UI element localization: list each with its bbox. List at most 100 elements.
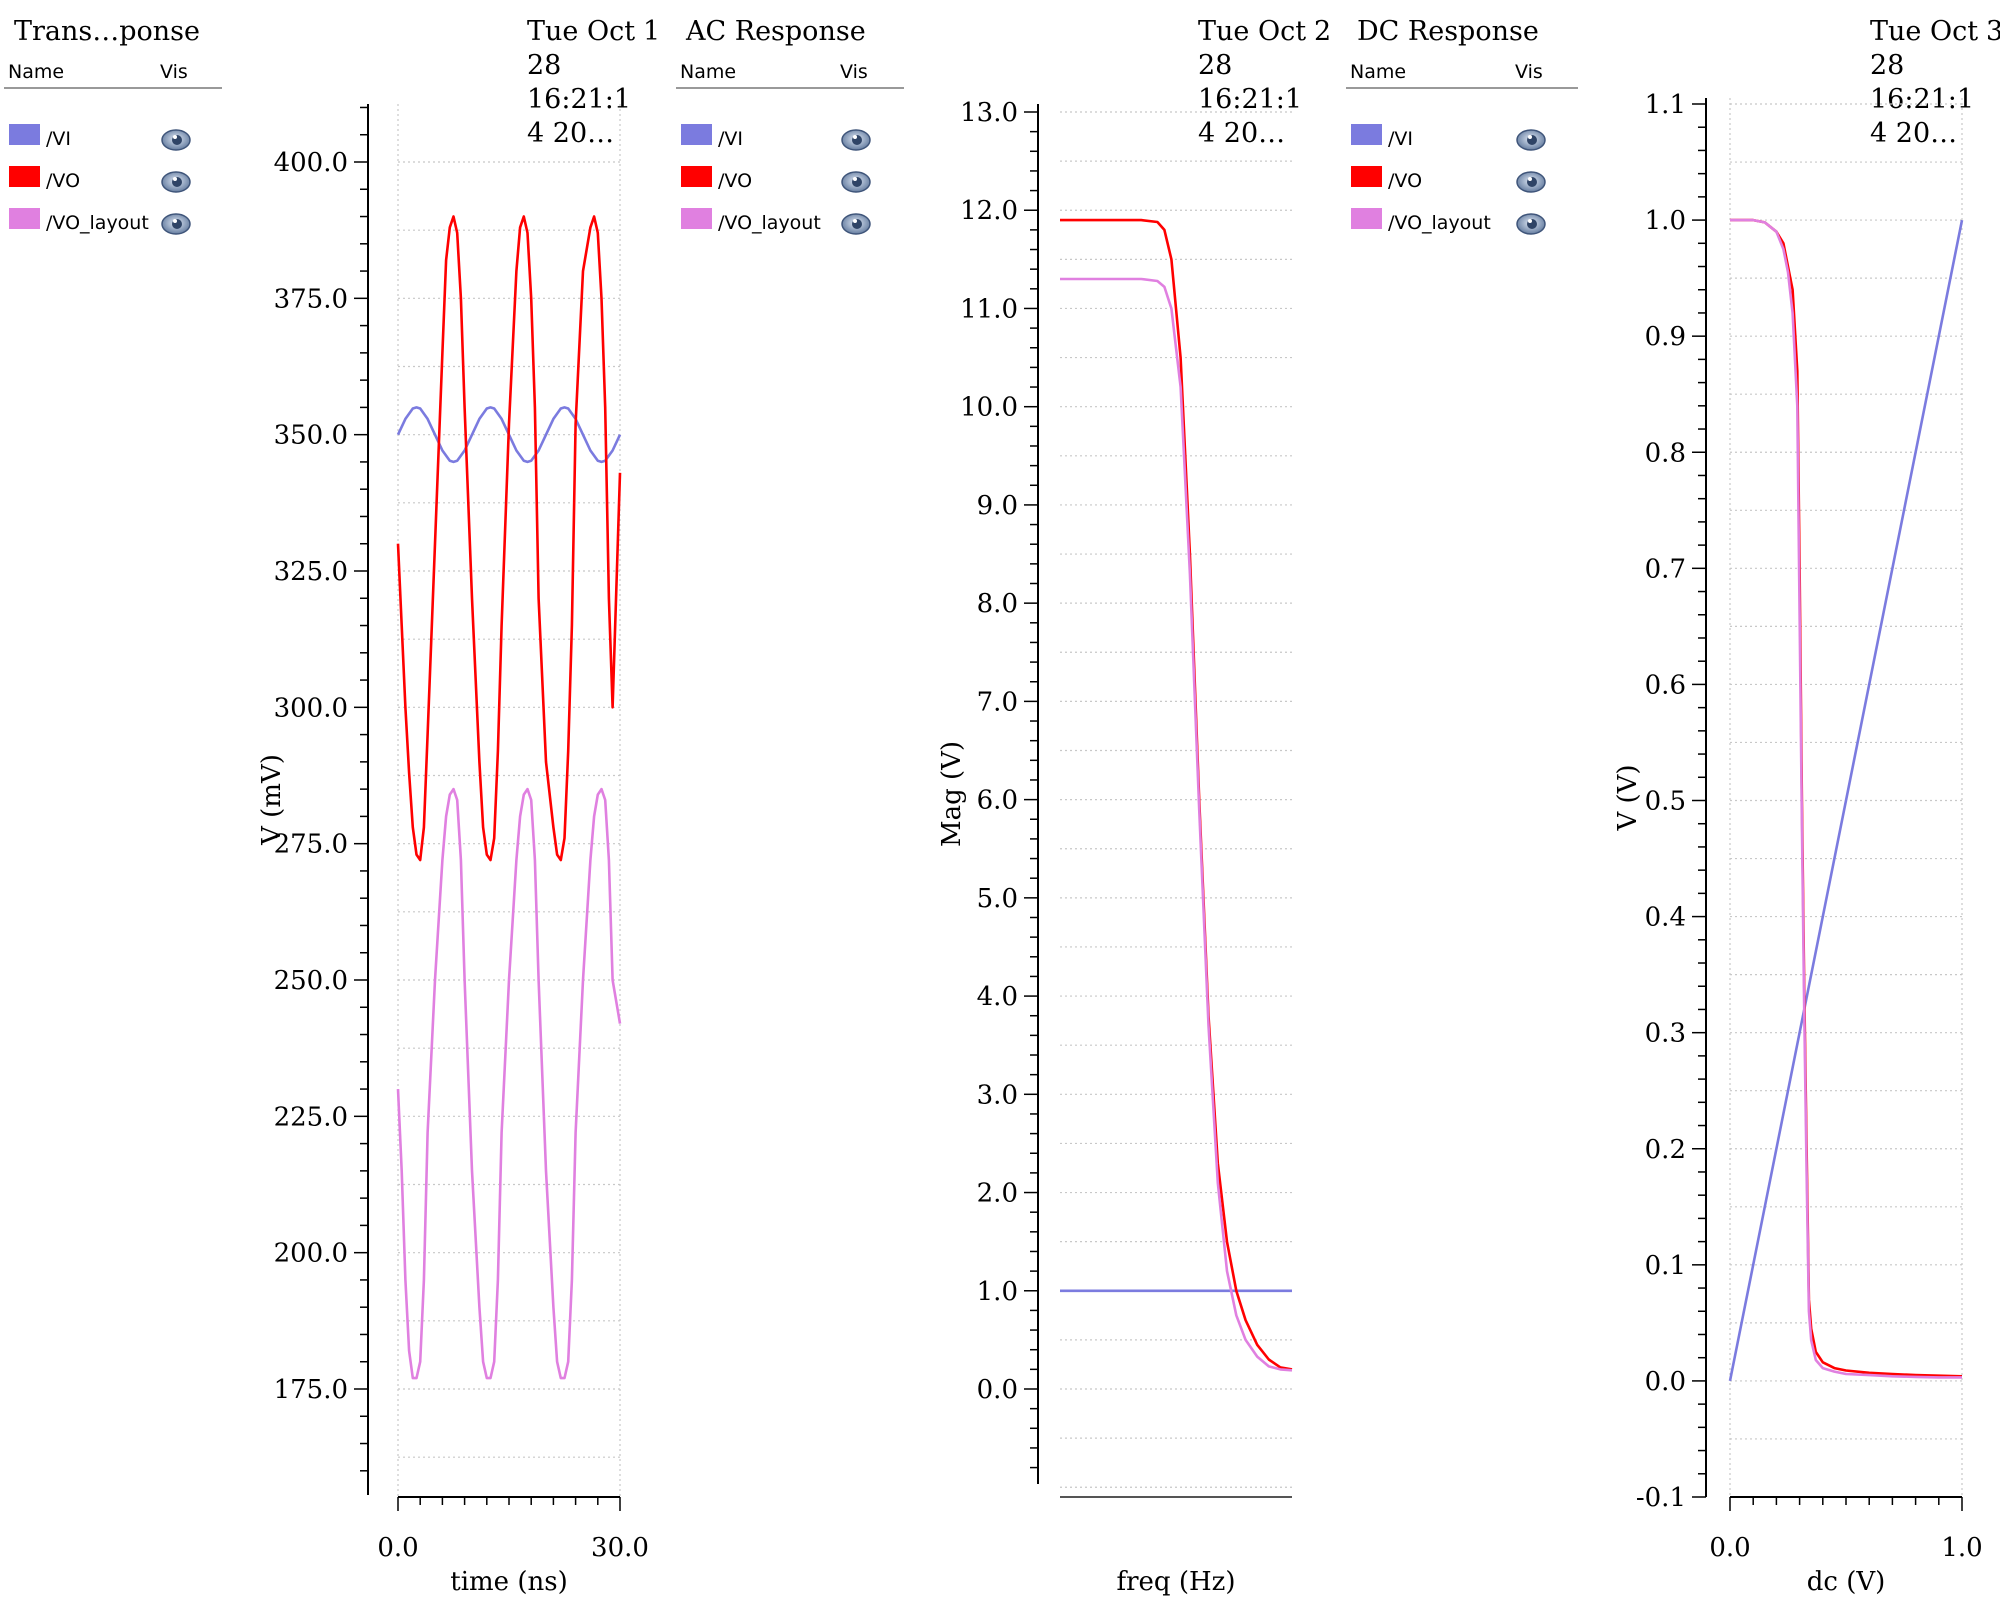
y-tick-label: 250.0 [274, 966, 348, 996]
legend: Name Vis/VI/VO/VO_layout [676, 61, 904, 235]
legend-label: /VO_layout [1388, 212, 1491, 234]
legend-swatch [9, 124, 40, 145]
legend-item[interactable]: /VO_layout [681, 208, 871, 235]
x-axis: 0.0 30.0 time (ns) [377, 1496, 649, 1597]
x-axis: 0.0 1.0 dc (V) [1709, 1496, 1983, 1597]
timestamp-line: 28 [1198, 50, 1232, 81]
x-tick-label: 1.0 [1941, 1533, 1982, 1563]
series-line-vi [1728, 219, 1964, 1382]
series-group [1728, 218, 1964, 1382]
x-axis-label: dc (V) [1807, 1567, 1886, 1597]
eye-icon[interactable] [1516, 213, 1546, 235]
x-axis: freq (Hz) [1060, 1496, 1292, 1597]
y-tick-label: 8.0 [977, 589, 1018, 619]
legend-vis-header: Vis [840, 61, 868, 83]
y-axis: 175.0 200.0 225.0 250.0 275.0 300.0 325.0 350.0… [257, 104, 369, 1495]
y-tick-label: 0.0 [1645, 1367, 1686, 1397]
legend-swatch [9, 208, 40, 229]
y-tick-label: 9.0 [977, 491, 1018, 521]
y-tick-label: 2.0 [977, 1179, 1018, 1209]
gridlines [1060, 111, 1292, 1488]
y-axis-label: Mag (V) [937, 741, 967, 847]
y-axis: -0.1 0.0 0.1 0.2 0.3 0.4 0.5 0.6 0.7 0.8 0.9 1.0 1.1… [1613, 90, 1707, 1513]
y-tick-label: 0.2 [1645, 1135, 1686, 1165]
panel-title: Trans…ponse [14, 16, 200, 47]
legend-label: /VI [46, 128, 71, 150]
x-tick-label: 0.0 [377, 1533, 418, 1563]
legend-item[interactable]: /VO [681, 166, 871, 193]
panel-index: 2 [1314, 16, 1331, 47]
eye-icon[interactable] [841, 171, 871, 193]
series-line-vo [396, 215, 622, 862]
series-group [396, 215, 622, 1380]
legend-swatch [681, 208, 712, 229]
legend-item[interactable]: /VI [681, 124, 871, 151]
legend-label: /VO_layout [46, 212, 149, 234]
y-axis-label: V (mV) [257, 754, 287, 846]
y-tick-label: 225.0 [274, 1102, 348, 1132]
y-axis-label: V (V) [1613, 764, 1643, 831]
timestamp-line: 28 [527, 50, 561, 81]
panel-index: 3 [1986, 16, 2000, 47]
eye-icon[interactable] [841, 129, 871, 151]
legend-item[interactable]: /VI [9, 124, 191, 151]
x-axis-label: time (ns) [450, 1567, 567, 1597]
y-tick-label: 1.1 [1645, 90, 1686, 120]
legend-label: /VO_layout [718, 212, 821, 234]
y-tick-label: -0.1 [1636, 1483, 1686, 1513]
legend-label: /VO [718, 170, 752, 192]
series-line-vo [1060, 218, 1293, 1371]
series-line-vo_layout [1060, 277, 1293, 1372]
timestamp-line: Tue Oct [1870, 16, 1978, 47]
y-tick-label: 5.0 [977, 884, 1018, 914]
eye-icon[interactable] [841, 213, 871, 235]
eye-icon[interactable] [161, 171, 191, 193]
legend-label: /VO [1388, 170, 1422, 192]
y-tick-label: 0.3 [1645, 1019, 1686, 1049]
legend-swatch [1351, 208, 1382, 229]
legend-item[interactable]: /VO_layout [9, 208, 191, 235]
y-tick-label: 0.4 [1645, 903, 1686, 933]
timestamp-line: Tue Oct [1198, 16, 1306, 47]
gridlines [397, 104, 621, 1497]
eye-icon[interactable] [1516, 129, 1546, 151]
y-tick-label: 175.0 [274, 1375, 348, 1405]
legend-swatch [9, 166, 40, 187]
timestamp-line: 4 20… [1870, 118, 1957, 149]
eye-icon[interactable] [161, 129, 191, 151]
timestamp-line: Tue Oct [527, 16, 635, 47]
y-tick-label: 7.0 [977, 687, 1018, 717]
panel-index: 1 [643, 16, 660, 47]
timestamp-line: 28 [1870, 50, 1904, 81]
x-tick-label: 0.0 [1709, 1533, 1750, 1563]
legend-swatch [1351, 124, 1382, 145]
x-tick-label: 30.0 [591, 1533, 649, 1563]
eye-icon[interactable] [161, 213, 191, 235]
y-tick-label: 0.6 [1645, 670, 1686, 700]
y-tick-label: 400.0 [274, 148, 348, 178]
y-tick-label: 0.7 [1645, 554, 1686, 584]
legend-label: /VI [718, 128, 743, 150]
gridlines [1729, 98, 1963, 1498]
y-tick-label: 12.0 [960, 196, 1018, 226]
series-line-vo_layout [396, 787, 622, 1380]
timestamp-line: 16:21:1 [1198, 84, 1302, 115]
timestamp-line: 16:21:1 [527, 84, 631, 115]
y-tick-label: 13.0 [960, 98, 1018, 128]
legend-item[interactable]: /VO [9, 166, 191, 193]
y-axis: 0.0 1.0 2.0 3.0 4.0 5.0 6.0 7.0 8.0 9.0 10.0 11.0 12… [937, 98, 1039, 1484]
legend-name-header: Name [8, 61, 64, 83]
series-group [1060, 218, 1293, 1372]
y-tick-label: 3.0 [977, 1080, 1018, 1110]
legend-label: /VO [46, 170, 80, 192]
y-tick-label: 1.0 [977, 1277, 1018, 1307]
legend-item[interactable]: /VO_layout [1351, 208, 1546, 235]
legend-item[interactable]: /VO [1351, 166, 1546, 193]
eye-icon[interactable] [1516, 171, 1546, 193]
x-axis-label: freq (Hz) [1116, 1567, 1235, 1597]
legend-item[interactable]: /VI [1351, 124, 1546, 151]
